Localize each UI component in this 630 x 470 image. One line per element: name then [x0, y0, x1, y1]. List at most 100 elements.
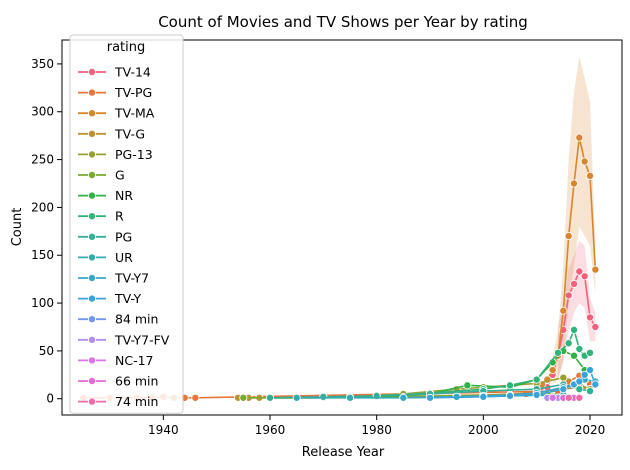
legend-marker: [88, 335, 97, 344]
data-point: [559, 373, 568, 382]
data-point: [575, 344, 584, 353]
legend-item-label: NR: [115, 188, 133, 203]
legend-item-label: TV-Y: [114, 291, 141, 306]
data-point: [564, 232, 573, 241]
legend-item-label: 66 min: [115, 374, 158, 389]
legend-item-label: TV-G: [114, 126, 145, 141]
data-point: [570, 351, 579, 360]
x-tick-label: 1980: [361, 423, 392, 437]
data-point: [505, 391, 514, 400]
legend-marker: [88, 68, 97, 77]
legend-item-label: PG-13: [115, 147, 153, 162]
data-point: [570, 179, 579, 188]
data-point: [580, 157, 589, 166]
data-point: [425, 393, 434, 402]
x-tick-label: 2020: [575, 423, 606, 437]
legend-item-label: PG: [115, 229, 132, 244]
data-point: [580, 272, 589, 281]
data-point: [191, 393, 200, 402]
data-point: [463, 381, 472, 390]
data-point: [586, 366, 595, 375]
y-axis-ticks: 0 50 100 150 200 250 300 350: [31, 57, 62, 406]
data-point: [586, 348, 595, 357]
legend-marker: [88, 232, 97, 241]
data-point: [575, 267, 584, 276]
legend-item-label: TV-PG: [114, 85, 152, 100]
legend-marker: [88, 376, 97, 385]
data-point: [575, 385, 584, 394]
y-axis-label: Count: [10, 208, 25, 247]
legend-item-label: TV-14: [114, 65, 151, 80]
data-point: [564, 339, 573, 348]
legend-marker: [88, 88, 97, 97]
y-tick-label: 100: [31, 296, 54, 310]
data-point: [570, 279, 579, 288]
legend-marker: [88, 129, 97, 138]
chart-title: Count of Movies and TV Shows per Year by…: [158, 13, 528, 31]
legend-item-label: TV-Y7: [114, 271, 149, 286]
data-point: [575, 377, 584, 386]
legend-marker: [88, 315, 97, 324]
legend-marker: [88, 150, 97, 159]
legend-item-label: TV-Y7-FV: [114, 332, 170, 347]
y-tick-label: 200: [31, 200, 54, 214]
y-tick-label: 250: [31, 153, 54, 167]
data-point: [479, 392, 488, 401]
y-tick-label: 150: [31, 248, 54, 262]
legend-marker: [88, 356, 97, 365]
legend-marker: [88, 191, 97, 200]
data-point: [532, 375, 541, 384]
data-point: [559, 385, 568, 394]
data-point: [570, 325, 579, 334]
x-tick-label: 1940: [148, 423, 179, 437]
legend-title: rating: [107, 40, 146, 55]
data-point: [575, 393, 584, 402]
y-tick-label: 350: [31, 57, 54, 71]
x-axis-label: Release Year: [302, 445, 385, 460]
data-point: [586, 171, 595, 180]
legend-marker: [88, 212, 97, 221]
data-point: [564, 393, 573, 402]
x-tick-label: 1960: [255, 423, 286, 437]
data-point: [399, 393, 408, 402]
data-point: [591, 322, 600, 331]
legend: rating TV-14 TV-PG TV-MA TV-G PG-13 G NR R PG UR TV…: [69, 34, 184, 414]
legend-item-label: NC-17: [115, 353, 154, 368]
data-point: [239, 393, 248, 402]
legend-marker: [88, 273, 97, 282]
data-point: [564, 291, 573, 300]
legend-item-label: 84 min: [115, 312, 158, 327]
data-point: [559, 306, 568, 315]
confidence-band: [552, 56, 596, 385]
data-point: [319, 392, 328, 401]
legend-marker: [88, 109, 97, 118]
data-point: [265, 393, 274, 402]
data-point: [580, 370, 589, 379]
plot-area: [79, 56, 600, 402]
legend-item-label: 74 min: [115, 394, 158, 409]
data-point: [591, 380, 600, 389]
y-tick-label: 50: [39, 344, 54, 358]
data-point: [591, 265, 600, 274]
data-point: [292, 393, 301, 402]
data-point: [586, 313, 595, 322]
data-point: [586, 387, 595, 396]
data-point: [575, 133, 584, 142]
legend-marker: [88, 397, 97, 406]
x-axis-ticks: 1940 1960 1980 2000 2020: [148, 415, 605, 437]
legend-item-label: TV-MA: [114, 106, 155, 121]
x-tick-label: 2000: [468, 423, 499, 437]
legend-marker: [88, 253, 97, 262]
data-point: [548, 366, 557, 375]
legend-item-label: R: [115, 209, 124, 224]
legend-marker: [88, 294, 97, 303]
data-point: [532, 390, 541, 399]
legend-item-label: UR: [115, 250, 133, 265]
data-point: [345, 393, 354, 402]
plot-frame: [61, 39, 623, 416]
data-point: [548, 393, 557, 402]
y-tick-label: 0: [46, 392, 54, 406]
legend-marker: [88, 170, 97, 179]
data-point: [505, 381, 514, 390]
